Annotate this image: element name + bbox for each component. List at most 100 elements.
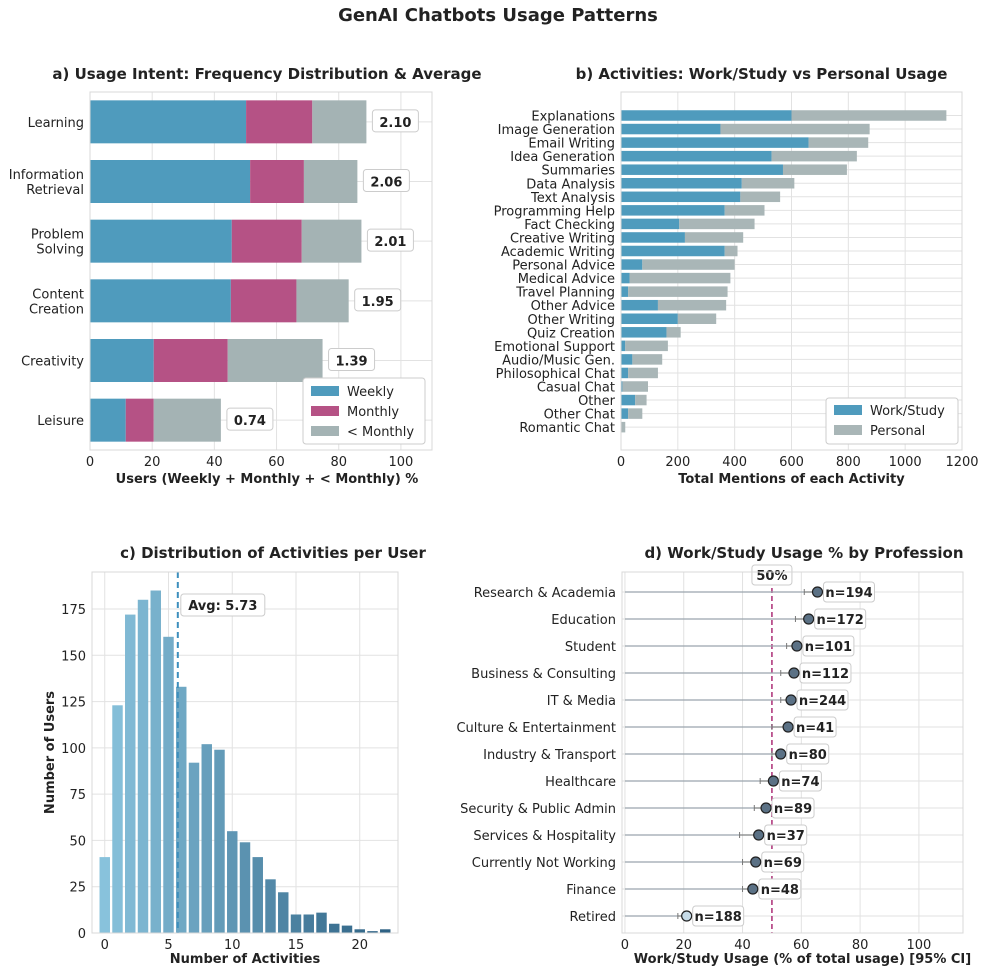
panel-d-point	[782, 721, 794, 733]
panel-b-bar-work	[621, 286, 629, 297]
panel-d-point	[760, 802, 772, 814]
panel-b-category-label: Email Writing	[528, 137, 615, 152]
panel-b-bar-personal	[782, 164, 847, 175]
panel-b-category-label: Creative Writing	[510, 231, 615, 246]
panel-d-n-badge	[778, 770, 822, 792]
panel-c-bar	[176, 686, 187, 933]
panel-c-bar	[150, 590, 161, 933]
panel-c-bar	[252, 857, 263, 933]
panel-a-category-label: Creation	[29, 302, 84, 317]
panel-a-category-label: Problem	[31, 228, 84, 243]
panel-d-point	[775, 748, 787, 760]
panel-a-bar-segment	[230, 279, 297, 323]
panel-c-average-label: Avg: 5.73	[188, 599, 257, 614]
panel-d-point	[753, 829, 765, 841]
panel-a-bar-segment	[90, 398, 126, 442]
panel-d-point	[785, 694, 797, 706]
panel-b-bar-personal	[791, 110, 947, 121]
panel-b-bar-work	[621, 367, 629, 379]
panel-a-average-badge	[226, 407, 274, 431]
panel-a-bar-segment	[312, 100, 367, 144]
panel-a-bar-segment	[90, 100, 247, 144]
panel-d-title: d) Work/Study Usage % by Profession	[644, 544, 963, 562]
panel-b-bar-work	[621, 232, 685, 243]
panel-c-activities-per-user-histogram: c) Distribution of Activities per User 0 2…	[43, 544, 426, 967]
panel-d-n-label: n=41	[796, 721, 834, 736]
panel-c-title: c) Distribution of Activities per User	[120, 544, 426, 562]
panel-d-n-badge	[758, 878, 802, 900]
panel-b-bar-work	[621, 272, 630, 284]
panel-b-category-label: Personal Advice	[512, 259, 615, 274]
panel-d-category-label: Retired	[570, 910, 616, 925]
panel-d-category-label: Education	[551, 613, 616, 628]
panel-b-x-tick-label: 200	[665, 455, 690, 470]
panel-a-x-tick-label: 60	[268, 455, 285, 470]
panel-c-y-tick-label: 100	[61, 742, 86, 757]
panel-d-n-label: n=48	[761, 883, 799, 898]
panel-a-bar-segment	[153, 398, 221, 442]
panel-b-bar-work	[621, 408, 629, 419]
panel-d-x-tick-label: 40	[734, 938, 751, 953]
panel-b-frame	[620, 91, 963, 451]
panel-b-category-label: Other Advice	[531, 299, 615, 314]
panel-d-n-label: n=69	[764, 856, 802, 871]
panel-a-average-badge	[328, 348, 376, 371]
panel-b-category-label: Other Chat	[544, 408, 615, 423]
panel-c-bar	[380, 929, 391, 933]
panel-c-bar	[290, 914, 302, 933]
panel-a-bar-segment	[227, 339, 323, 382]
panel-d-n-label: n=74	[781, 775, 819, 790]
panel-d-n-label: n=89	[774, 802, 812, 817]
panel-a-bar-segment	[90, 279, 231, 323]
panel-d-n-badge	[786, 743, 830, 765]
panel-d-point	[750, 856, 762, 868]
panel-d-category-label: Student	[565, 640, 616, 655]
panel-c-x-tick-label: 20	[351, 938, 368, 953]
panel-b-category-label: Travel Planning	[515, 286, 615, 301]
panel-d-x-axis-label: Work/Study Usage (% of total usage) [95%…	[634, 952, 971, 967]
panel-b-category-label: Idea Generation	[510, 150, 615, 165]
panel-d-n-label: n=194	[825, 586, 872, 601]
panel-c-bar	[188, 762, 200, 933]
panel-b-bar-personal	[684, 232, 744, 243]
panel-b-bar-work	[621, 394, 636, 406]
panel-d-n-badge	[799, 662, 852, 684]
panel-d-x-tick-label: 100	[906, 938, 931, 953]
panel-b-bar-work	[621, 354, 633, 365]
panel-a-bar-segment	[246, 100, 313, 144]
panel-b-category-label: Data Analysis	[526, 177, 615, 192]
panel-d-n-badge	[822, 581, 875, 603]
panel-d-category-label: Healthcare	[545, 775, 616, 790]
panel-b-bar-work	[621, 218, 680, 230]
panel-b-category-label: Quiz Creation	[527, 326, 615, 341]
panel-a-x-tick-label: 20	[144, 455, 161, 470]
panel-b-category-label: Text Analysis	[530, 191, 615, 206]
panel-b-activities-chart: b) Activities: Work/Study vs Personal Us…	[494, 65, 979, 487]
panel-a-bar-segment	[125, 398, 154, 442]
panel-a-average-label: 1.39	[336, 355, 368, 370]
panel-b-category-label: Philosophical Chat	[496, 367, 615, 382]
panel-b-bar-work	[621, 313, 678, 324]
panel-b-bar-work	[621, 340, 626, 352]
panel-b-bar-work	[621, 123, 721, 135]
panel-b-category-label: Medical Advice	[518, 272, 615, 287]
panel-d-category-label: Research & Academia	[474, 586, 616, 601]
panel-d-category-label: Security & Public Admin	[460, 802, 616, 817]
panel-b-bar-personal	[635, 394, 647, 406]
panel-c-bar	[99, 857, 110, 933]
panel-c-bar	[354, 929, 365, 933]
panel-b-category-label: Fact Checking	[524, 218, 615, 233]
panel-b-legend-swatch	[834, 405, 862, 415]
panel-a-category-label: Solving	[36, 243, 84, 258]
panel-c-average-badge	[180, 593, 266, 617]
panel-d-point	[791, 640, 803, 652]
panel-c-bar	[201, 744, 212, 933]
panel-d-threshold-label: 50%	[756, 569, 787, 584]
panel-d-n-label: n=244	[799, 694, 846, 709]
panel-a-average-badge	[371, 109, 419, 133]
panel-a-average-label: 0.74	[234, 414, 266, 429]
panel-b-category-label: Emotional Support	[494, 340, 615, 355]
panel-d-n-label: n=172	[817, 613, 864, 628]
panel-b-legend-label: Work/Study	[870, 404, 945, 419]
